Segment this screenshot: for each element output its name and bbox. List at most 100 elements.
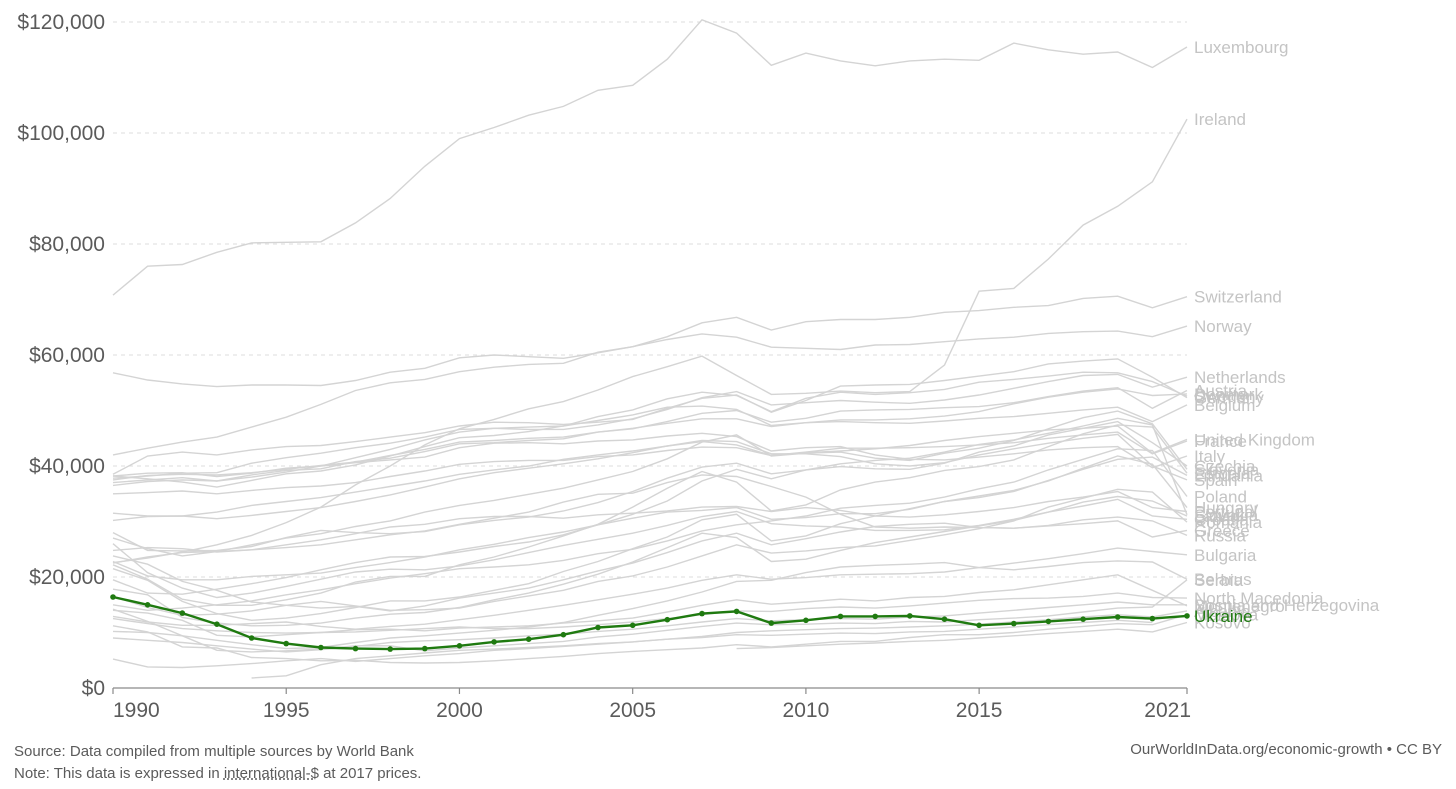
series-line-poland	[112, 448, 1188, 612]
series-line-romania	[112, 488, 1188, 617]
series-label-germany: Germany	[1194, 389, 1264, 408]
ukraine-data-point[interactable]	[1184, 613, 1190, 619]
series-label-slovakia: Slovakia	[1194, 506, 1259, 525]
series-line-norway	[112, 325, 1188, 456]
line-chart: Luxembourg Ireland Switzerland Norway Nether…	[17, 11, 1380, 722]
price-note: Note: This data is expressed in internat…	[14, 763, 421, 785]
series-line-bosnia-early-	[251, 619, 1153, 679]
ukraine-data-point[interactable]	[318, 644, 324, 651]
series-label-croatia: Croatia	[1194, 510, 1249, 529]
ukraine-data-point[interactable]	[907, 613, 913, 619]
series-label-kosovo: Kosovo	[1194, 614, 1251, 633]
series-line-bulgaria	[112, 547, 1188, 630]
series-label-czechia: Czechia	[1194, 457, 1256, 476]
ukraine-data-point[interactable]	[456, 643, 463, 649]
ukraine-data-point[interactable]	[387, 646, 394, 652]
ukraine-data-point[interactable]	[283, 640, 290, 647]
ukraine-data-point[interactable]	[560, 631, 567, 638]
ukraine-data-point[interactable]	[422, 645, 428, 652]
ukraine-data-point[interactable]	[110, 594, 116, 600]
series-line-serbia	[112, 579, 1188, 653]
series-label-north-macedonia: North Macedonia	[1194, 589, 1324, 608]
series-label-luxembourg: Luxembourg	[1194, 38, 1289, 57]
ukraine-data-point[interactable]	[1011, 620, 1017, 627]
x-tick-label: 1990	[113, 699, 160, 722]
series-label-poland: Poland	[1194, 488, 1247, 507]
series-line-portugal	[112, 490, 1188, 564]
ukraine-data-point[interactable]	[803, 617, 809, 624]
series-line-north-macedonia	[112, 592, 1188, 634]
series-line-spain	[112, 433, 1188, 522]
ukraine-data-point[interactable]	[525, 636, 532, 642]
series-label-estonia: Estonia	[1194, 464, 1251, 483]
series-label-moldova: Moldova	[1194, 606, 1259, 625]
background-series-lines	[112, 18, 1188, 679]
series-label-hungary: Hungary	[1194, 499, 1259, 518]
series-line-slovenia	[112, 410, 1188, 557]
ukraine-data-point[interactable]	[1114, 614, 1121, 620]
ukraine-data-point[interactable]	[491, 639, 497, 645]
series-label-montenegro: Montenegro	[1194, 597, 1285, 616]
y-tick-label: $0	[82, 677, 105, 700]
series-label-austria: Austria	[1194, 382, 1247, 401]
ukraine-data-point[interactable]	[664, 616, 671, 623]
series-label-serbia: Serbia	[1194, 571, 1244, 590]
series-label-bulgaria: Bulgaria	[1194, 546, 1257, 565]
series-line-montenegro	[112, 574, 1188, 638]
ukraine-data-point[interactable]	[352, 645, 359, 652]
ukraine-data-point[interactable]	[699, 610, 705, 617]
series-label-belarus: Belarus	[1194, 570, 1252, 589]
series-label-ukraine: Ukraine	[1194, 607, 1253, 626]
series-line-switzerland	[112, 295, 1188, 388]
series-label-italy: Italy	[1194, 447, 1226, 466]
x-tick-label: 2010	[783, 699, 830, 722]
note-prefix: Note: This data is expressed in	[14, 765, 224, 782]
ukraine-data-point[interactable]	[872, 613, 878, 620]
ukraine-data-point[interactable]	[1045, 618, 1052, 625]
background-series-labels: Luxembourg Ireland Switzerland Norway Nether…	[1194, 38, 1380, 633]
series-line-belgium	[112, 404, 1188, 484]
series-line-latvia	[112, 495, 1188, 627]
series-label-ireland: Ireland	[1194, 110, 1246, 129]
series-label-greece: Greece	[1194, 521, 1250, 540]
x-tick-label: 1995	[263, 699, 310, 722]
source-note: Source: Data compiled from multiple sour…	[14, 743, 414, 760]
series-label-netherlands: Netherlands	[1194, 368, 1286, 387]
series-line-slovakia	[112, 417, 1188, 595]
ukraine-data-point[interactable]	[733, 608, 740, 615]
ukraine-data-point[interactable]	[768, 620, 775, 626]
ukraine-data-point[interactable]	[179, 610, 186, 616]
ukraine-data-point[interactable]	[976, 622, 982, 629]
series-line-ireland	[112, 118, 1188, 564]
series-label-france: France	[1194, 432, 1247, 451]
series-label-bosnia-and-herzegovina: Bosnia and Herzegovina	[1194, 596, 1380, 615]
ukraine-data-point[interactable]	[941, 616, 948, 622]
ukraine-data-point[interactable]	[629, 622, 636, 629]
y-tick-label: $100,000	[17, 122, 105, 145]
ukraine-data-point[interactable]	[1080, 616, 1086, 622]
y-tick-label: $20,000	[29, 566, 105, 589]
ukraine-data-point[interactable]	[144, 602, 151, 608]
series-line-netherlands	[112, 373, 1188, 487]
ukraine-data-point[interactable]	[248, 635, 255, 641]
y-tick-label: $120,000	[17, 11, 105, 34]
x-tick-label: 2005	[609, 699, 656, 722]
series-label-slovenia: Slovenia	[1194, 460, 1260, 479]
ukraine-data-point[interactable]	[1149, 615, 1156, 622]
ukraine-data-point[interactable]	[837, 613, 844, 620]
series-line-russia	[112, 516, 1188, 612]
series-label-spain: Spain	[1194, 471, 1237, 490]
series-line-estonia	[112, 424, 1188, 606]
series-label-portugal: Portugal	[1194, 503, 1257, 522]
x-tick-label: 2000	[436, 699, 483, 722]
series-label-switzerland: Switzerland	[1194, 288, 1282, 307]
series-label-lithuania: Lithuania	[1194, 466, 1264, 485]
series-line-czechia	[112, 420, 1188, 552]
series-label-russia: Russia	[1194, 526, 1247, 545]
ukraine-data-point[interactable]	[595, 624, 601, 631]
series-label-denmark: Denmark	[1194, 385, 1263, 404]
ukraine-data-point[interactable]	[214, 621, 220, 627]
credit-line[interactable]: OurWorldInData.org/economic-growth • CC …	[1130, 741, 1442, 758]
axes: $0 $20,000 $40,000 $60,000 $80,000 $100,000 $1…	[17, 11, 1191, 722]
international-dollar-link[interactable]: international-$	[223, 765, 319, 782]
